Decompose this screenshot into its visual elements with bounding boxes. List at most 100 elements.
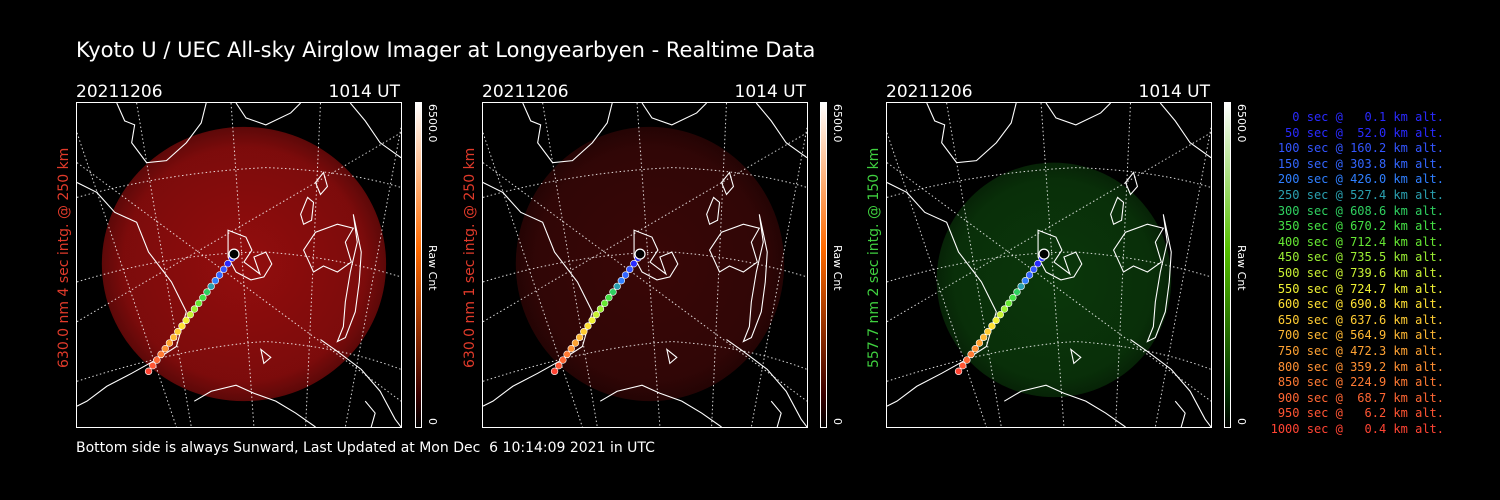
legend-row: 100 sec @ 160.2 km alt. xyxy=(1277,141,1444,156)
trajectory-point xyxy=(1034,260,1042,268)
coastline xyxy=(1146,214,1172,343)
trajectory-legend: 0 sec @ 0.1 km alt. 50 sec @ 52.0 km alt.… xyxy=(1262,110,1444,437)
coastline xyxy=(755,103,807,159)
coastline xyxy=(1045,103,1112,126)
coastline xyxy=(1110,196,1125,226)
trajectory-point xyxy=(567,345,575,353)
coastline xyxy=(314,171,329,196)
coastline xyxy=(336,214,362,343)
trajectory-point xyxy=(555,362,563,370)
panel-1-time: 1014 UT xyxy=(328,82,401,102)
grid-line xyxy=(887,162,1211,402)
footer-note: Bottom side is always Sunward, Last Upda… xyxy=(76,440,655,456)
trajectory-point xyxy=(1009,294,1017,302)
grid-line xyxy=(136,103,192,427)
trajectory-point xyxy=(613,282,621,291)
coastline xyxy=(77,182,187,407)
coastline xyxy=(599,384,722,427)
coastline xyxy=(193,384,316,427)
trajectory-point xyxy=(550,367,559,376)
coastline xyxy=(742,214,768,343)
legend-row: 550 sec @ 724.7 km alt. xyxy=(1277,281,1444,296)
panel-2-colorbar-max: 6500.0 xyxy=(831,104,844,143)
coastline xyxy=(235,103,302,126)
trajectory-point xyxy=(174,328,182,336)
panel-1-date: 20211206 xyxy=(76,82,163,102)
coastline xyxy=(1037,229,1083,281)
grid-line xyxy=(483,132,807,323)
grid-line xyxy=(483,167,807,198)
trajectory-point xyxy=(975,339,984,347)
coastline xyxy=(726,339,807,427)
legend-row: 400 sec @ 712.4 km alt. xyxy=(1277,234,1444,249)
coastline xyxy=(1112,223,1165,273)
trajectory-point xyxy=(584,322,592,330)
trajectory-point xyxy=(190,305,199,313)
legend-row: 200 sec @ 426.0 km alt. xyxy=(1277,172,1444,187)
grid-line xyxy=(946,103,1002,427)
coastline xyxy=(349,103,401,159)
coastline xyxy=(483,182,593,407)
legend-row: 600 sec @ 690.8 km alt. xyxy=(1277,297,1444,312)
panel-2-time: 1014 UT xyxy=(734,82,807,102)
panel-3-colorbar-max: 6500.0 xyxy=(1235,104,1248,143)
coastline xyxy=(1003,384,1126,427)
coastline xyxy=(770,400,782,427)
legend-row: 1000 sec @ 0.4 km alt. xyxy=(1270,421,1444,436)
grid-line xyxy=(77,132,401,323)
panel-2-colorbar xyxy=(820,102,827,428)
coastline xyxy=(227,229,273,281)
coastline xyxy=(302,223,355,273)
coastline xyxy=(1174,400,1186,427)
legend-row: 300 sec @ 608.6 km alt. xyxy=(1277,203,1444,218)
grid-line xyxy=(483,132,583,427)
panel-3-colorbar xyxy=(1224,102,1231,428)
panel-2-airglow-map xyxy=(482,102,808,428)
map-canvas xyxy=(483,103,807,427)
trajectory-point xyxy=(161,345,169,353)
panel-2-colorbar-unit: Raw Cnt xyxy=(831,245,844,291)
grid-line xyxy=(1154,127,1211,427)
trajectory-point xyxy=(186,311,194,319)
station-marker xyxy=(1038,248,1050,260)
panel-1-colorbar-min: 0 xyxy=(426,418,439,425)
trajectory-point xyxy=(165,339,174,347)
trajectory-point xyxy=(996,311,1004,319)
trajectory-point xyxy=(963,356,971,364)
trajectory-point xyxy=(211,277,220,285)
trajectory-point xyxy=(954,367,963,376)
trajectory-point xyxy=(617,277,626,285)
station-marker xyxy=(228,248,240,260)
trajectory-point xyxy=(563,350,571,359)
panel-3-side-label: 557.7 nm 2 sec intg. @ 150 km xyxy=(866,147,882,368)
grid-line xyxy=(887,167,1211,198)
trajectory-point xyxy=(630,260,638,268)
trajectory-point xyxy=(194,299,203,308)
trajectory-point xyxy=(1004,299,1013,308)
legend-row: 250 sec @ 527.4 km alt. xyxy=(1277,187,1444,202)
coastline xyxy=(666,348,678,365)
coastline xyxy=(364,400,376,427)
trajectory-point xyxy=(1000,305,1009,313)
airglow-field xyxy=(515,126,785,402)
trajectory-point xyxy=(1013,288,1021,296)
panel-1-colorbar-unit: Raw Cnt xyxy=(426,245,439,291)
legend-row: 500 sec @ 739.6 km alt. xyxy=(1277,265,1444,280)
coastline xyxy=(887,182,997,407)
grid-line xyxy=(77,132,177,427)
panel-1-colorbar-max: 6500.0 xyxy=(426,104,439,143)
coastline xyxy=(708,223,761,273)
coastline xyxy=(926,103,1017,164)
grid-line xyxy=(636,103,661,427)
trajectory-point xyxy=(959,362,967,370)
trajectory-point xyxy=(967,350,975,359)
trajectory-point xyxy=(979,333,988,342)
trajectory-point xyxy=(144,367,153,376)
trajectory-point xyxy=(596,305,605,313)
trajectory-point xyxy=(600,299,609,308)
panel-3-date: 20211206 xyxy=(886,82,973,102)
panel-2-date: 20211206 xyxy=(482,82,569,102)
trajectory-point xyxy=(1030,265,1038,274)
coastline xyxy=(522,103,613,164)
grid-line xyxy=(887,132,987,427)
